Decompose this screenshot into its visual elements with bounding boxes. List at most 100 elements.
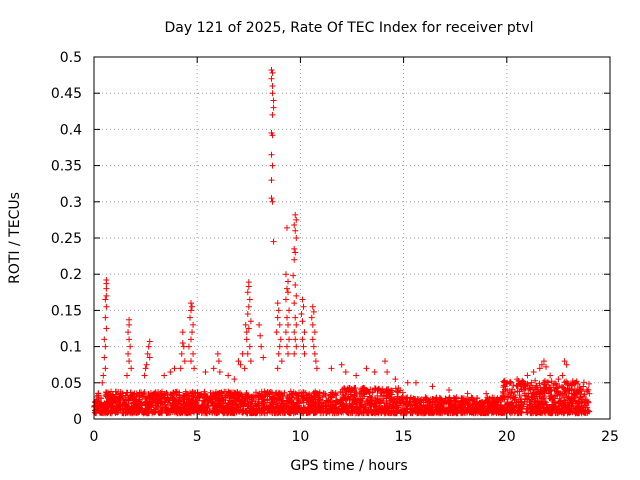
data-point xyxy=(99,379,106,386)
y-tick-label: 0.45 xyxy=(51,86,82,102)
data-point xyxy=(283,314,290,321)
data-point xyxy=(291,221,298,228)
data-point xyxy=(290,272,297,279)
data-point xyxy=(235,358,242,365)
data-point xyxy=(299,336,306,343)
data-point xyxy=(274,300,281,307)
data-point xyxy=(292,211,299,218)
data-point xyxy=(269,132,276,139)
data-point xyxy=(161,372,168,379)
data-point xyxy=(569,379,576,386)
data-point xyxy=(268,75,275,82)
data-point xyxy=(167,368,174,375)
data-point xyxy=(507,379,514,386)
data-point xyxy=(260,354,267,361)
data-point xyxy=(282,329,289,336)
data-point xyxy=(269,111,276,118)
data-point xyxy=(286,307,293,314)
data-point xyxy=(309,336,316,343)
data-point xyxy=(146,338,153,345)
data-point xyxy=(268,177,275,184)
data-point xyxy=(145,343,152,350)
data-point xyxy=(293,321,300,328)
data-point xyxy=(144,350,151,357)
data-point xyxy=(180,343,187,350)
data-point xyxy=(543,363,550,370)
data-point xyxy=(142,365,149,372)
data-point xyxy=(292,314,299,321)
data-point xyxy=(245,303,252,310)
data-point xyxy=(237,361,244,368)
data-point xyxy=(292,336,299,343)
data-point xyxy=(555,376,562,383)
y-tick-label: 0.3 xyxy=(60,195,82,211)
data-point xyxy=(179,329,186,336)
grid-layer xyxy=(94,57,610,419)
data-point xyxy=(429,383,436,390)
data-point xyxy=(483,390,490,397)
x-tick-label: 5 xyxy=(193,429,202,445)
data-point xyxy=(179,339,186,346)
data-point xyxy=(216,368,223,375)
data-point xyxy=(501,377,508,384)
data-point xyxy=(225,372,232,379)
data-point xyxy=(243,336,250,343)
data-point xyxy=(210,365,217,372)
data-point xyxy=(270,104,277,111)
data-point xyxy=(181,358,188,365)
data-point xyxy=(126,316,133,323)
data-point xyxy=(514,376,521,383)
data-point xyxy=(308,314,315,321)
data-point xyxy=(146,354,153,361)
data-point xyxy=(270,238,277,245)
data-point xyxy=(178,350,185,357)
data-point xyxy=(285,278,292,285)
data-point xyxy=(283,224,290,231)
data-point xyxy=(273,329,280,336)
data-point xyxy=(275,350,282,357)
data-point xyxy=(276,343,283,350)
data-point xyxy=(243,329,250,336)
x-tick-label: 25 xyxy=(601,429,619,445)
x-tick-label: 0 xyxy=(90,429,99,445)
data-point xyxy=(103,280,110,287)
data-point xyxy=(125,329,132,336)
data-point xyxy=(275,307,282,314)
data-point xyxy=(241,365,248,372)
data-point xyxy=(124,372,131,379)
data-point xyxy=(128,365,135,372)
data-point xyxy=(371,368,378,375)
data-point xyxy=(540,358,547,365)
data-point xyxy=(127,343,134,350)
data-point xyxy=(246,343,253,350)
data-point xyxy=(338,361,345,368)
data-point xyxy=(125,350,132,357)
data-point xyxy=(103,325,110,332)
data-point xyxy=(269,198,276,205)
data-point xyxy=(311,350,318,357)
data-point xyxy=(188,300,195,307)
data-point xyxy=(189,303,196,310)
data-point xyxy=(285,289,292,296)
data-point xyxy=(274,365,281,372)
data-point xyxy=(185,343,192,350)
data-point xyxy=(126,336,133,343)
data-point xyxy=(239,350,246,357)
data-point xyxy=(244,350,251,357)
y-tick-label: 0.35 xyxy=(51,159,82,175)
data-point xyxy=(245,283,252,290)
data-point xyxy=(298,311,305,318)
data-point xyxy=(524,372,531,379)
data-point xyxy=(268,67,275,74)
data-point xyxy=(268,195,275,202)
data-point xyxy=(269,90,276,97)
data-point xyxy=(561,358,568,365)
data-point xyxy=(313,365,320,372)
data-point xyxy=(103,303,110,310)
data-point xyxy=(578,387,585,394)
data-point xyxy=(300,343,307,350)
x-tick-label: 10 xyxy=(291,429,309,445)
data-point xyxy=(547,372,554,379)
data-point xyxy=(384,368,391,375)
